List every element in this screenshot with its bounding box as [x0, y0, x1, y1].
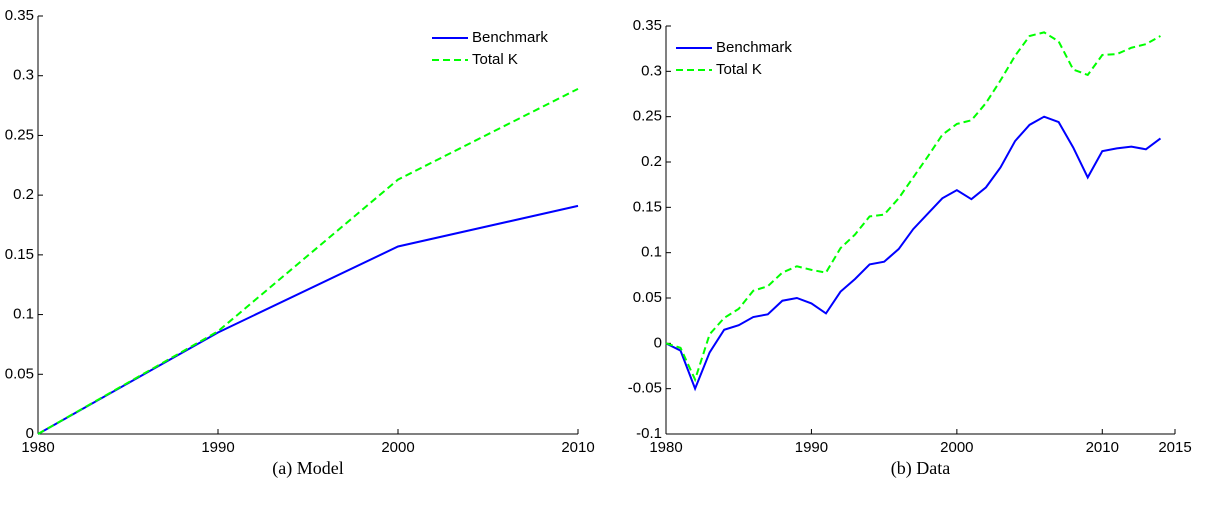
y-tick-label: 0.3: [641, 62, 662, 79]
x-tick-label: 1980: [21, 439, 54, 456]
x-tick-label: 1990: [795, 439, 828, 456]
legend-label: Total K: [716, 61, 762, 78]
y-tick-label: 0.35: [5, 7, 34, 24]
y-tick-label: 0.25: [5, 126, 34, 143]
y-tick-label: 0.15: [633, 198, 662, 215]
series-line: [37, 204, 579, 435]
x-tick-label: 2000: [381, 439, 414, 456]
y-tick-label: 0: [654, 334, 662, 351]
y-tick-label: 0.2: [13, 186, 34, 203]
x-tick-label: 1990: [201, 439, 234, 456]
y-tick-label: 0.1: [641, 244, 662, 261]
y-tick-label: 0.05: [633, 289, 662, 306]
y-tick-label: -0.1: [636, 425, 662, 442]
y-tick-label: 0.25: [633, 108, 662, 125]
y-tick-label: 0.3: [13, 67, 34, 84]
y-tick-label: 0.35: [633, 17, 662, 34]
y-tick-label: -0.05: [628, 380, 662, 397]
caption: (b) Data: [891, 458, 950, 479]
x-tick-label: 2015: [1158, 439, 1191, 456]
legend-label: Benchmark: [472, 29, 548, 46]
series-line: [665, 31, 1161, 383]
legend-label: Benchmark: [716, 39, 792, 56]
y-tick-label: 0.1: [13, 306, 34, 323]
x-tick-label: 2010: [561, 439, 594, 456]
series-line: [665, 115, 1162, 392]
x-tick-label: 1980: [649, 439, 682, 456]
legend-label: Total K: [472, 51, 518, 68]
y-tick-label: 0.15: [5, 246, 34, 263]
y-tick-label: 0.2: [641, 153, 662, 170]
caption: (a) Model: [272, 458, 343, 479]
y-tick-label: 0.05: [5, 365, 34, 382]
x-tick-label: 2010: [1086, 439, 1119, 456]
x-tick-label: 2000: [940, 439, 973, 456]
series-line: [37, 87, 579, 435]
y-tick-label: 0: [26, 425, 34, 442]
